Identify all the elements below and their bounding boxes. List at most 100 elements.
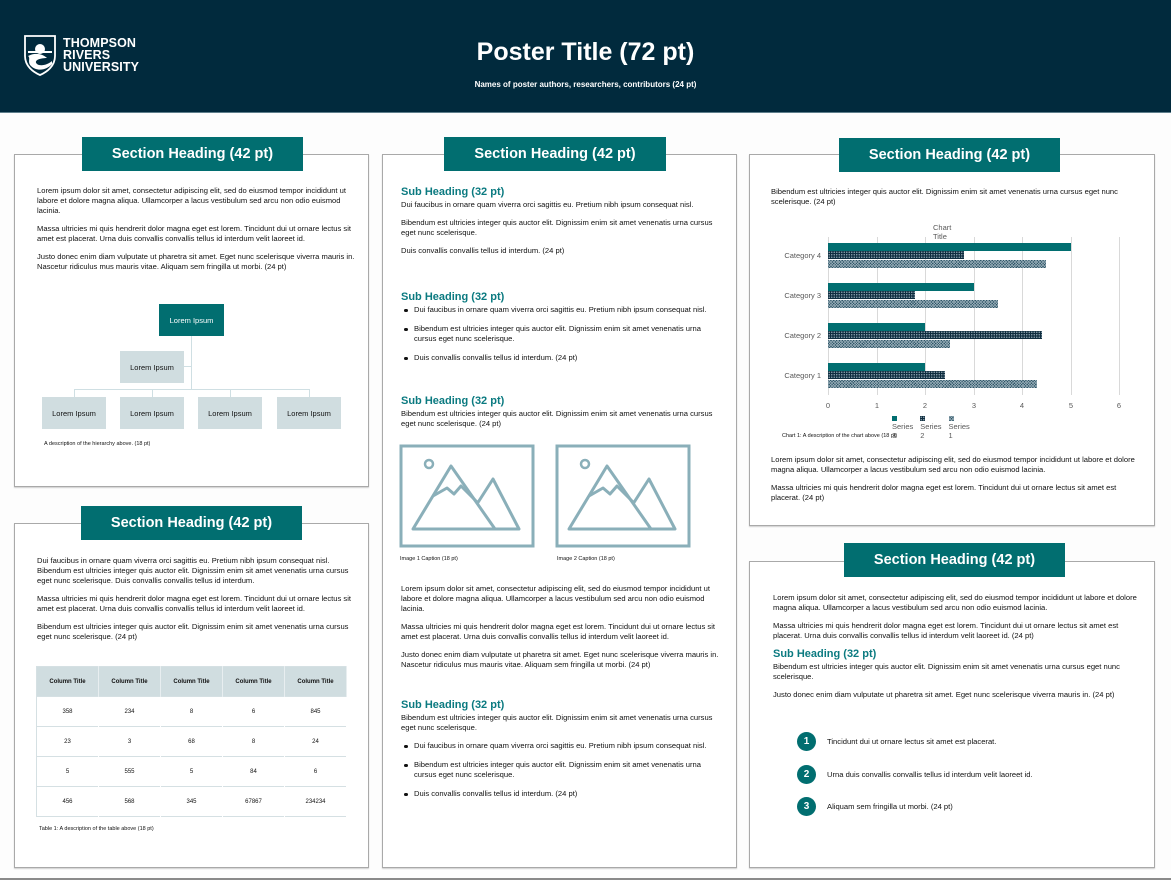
university-logo: THOMPSON RIVERS UNIVERSITY xyxy=(23,34,139,76)
x-tick: 3 xyxy=(971,401,977,410)
category-label: Category 2 xyxy=(784,331,821,340)
poster-authors: Names of poster authors, researchers, co… xyxy=(474,80,697,89)
hierarchy-node-assistant: Lorem Ipsum xyxy=(120,351,184,383)
logo-line-1: THOMPSON xyxy=(63,36,137,50)
paragraph: Massa ultricies mi quis hendrerit dolor … xyxy=(37,594,352,613)
list-item: Bibendum est ultricies integer quis auct… xyxy=(401,760,719,780)
gridline xyxy=(1119,237,1120,395)
middle-block-2: Sub Heading (32 pt) Dui faucibus in orna… xyxy=(401,292,719,372)
table-cell: 84 xyxy=(222,756,285,787)
section-body: Lorem ipsum dolor sit amet, consectetur … xyxy=(773,593,1138,708)
section-heading: Section Heading (42 pt) xyxy=(844,543,1065,577)
table-cell: 67867 xyxy=(222,786,285,817)
legend-label: Series 3 xyxy=(892,422,914,440)
poster-header: THOMPSON RIVERS UNIVERSITY Poster Title … xyxy=(0,0,1171,113)
gridline xyxy=(925,237,926,395)
paragraph: Duis convallis convallis tellus id inter… xyxy=(401,246,565,255)
gridline xyxy=(828,237,829,395)
connector-line xyxy=(152,389,153,397)
table-cell: 6 xyxy=(284,756,347,787)
list-item: Dui faucibus in ornare quam viverra orci… xyxy=(401,741,719,751)
bullet-list: Dui faucibus in ornare quam viverra orci… xyxy=(401,305,719,363)
image-caption: Image 2 Caption (18 pt) xyxy=(557,556,615,562)
x-tick: 2 xyxy=(922,401,928,410)
section-panel-right-top xyxy=(749,154,1155,526)
table-cell: 6 xyxy=(222,696,285,727)
table-cell: 358 xyxy=(36,696,99,727)
list-item: Duis convallis convallis tellus id inter… xyxy=(401,789,719,799)
middle-block-4: Lorem ipsum dolor sit amet, consectetur … xyxy=(401,584,719,678)
sub-heading: Sub Heading (32 pt) xyxy=(401,395,505,407)
x-tick: 0 xyxy=(825,401,831,410)
image-placeholder-icon xyxy=(399,444,535,548)
bar-series-1 xyxy=(828,380,1037,388)
hierarchy-caption: A description of the hierarchy above. (1… xyxy=(44,441,151,447)
paragraph: Bibendum est ultricies integer quis auct… xyxy=(401,218,713,237)
table-cell: 456 xyxy=(36,786,99,817)
numbered-item: 1 Tincidunt dui ut ornare lectus sit ame… xyxy=(797,732,996,751)
table-cell: 5 xyxy=(160,756,223,787)
image-caption: Image 1 Caption (18 pt) xyxy=(400,556,458,562)
numbered-item-text: Tincidunt dui ut ornare lectus sit amet … xyxy=(827,737,997,746)
table-cell: 234 xyxy=(98,696,161,727)
x-tick: 1 xyxy=(874,401,880,410)
numbered-item-text: Urna duis convallis convallis tellus id … xyxy=(827,770,1033,779)
category-label: Category 4 xyxy=(784,251,821,260)
connector-line xyxy=(74,389,310,390)
paragraph: Bibendum est ultricies integer quis auct… xyxy=(37,622,349,641)
section-heading: Section Heading (42 pt) xyxy=(839,138,1060,172)
section-heading: Section Heading (42 pt) xyxy=(81,506,302,540)
table-cell: 568 xyxy=(98,786,161,817)
bar-series-3 xyxy=(828,323,925,331)
category-label: Category 3 xyxy=(784,291,821,300)
x-tick: 5 xyxy=(1068,401,1074,410)
paragraph: Lorem ipsum dolor sit amet, consectetur … xyxy=(401,584,710,613)
legend-swatch xyxy=(920,415,926,421)
middle-block-1: Sub Heading (32 pt) Dui faucibus in orna… xyxy=(401,187,719,264)
paragraph: Lorem ipsum dolor sit amet, consectetur … xyxy=(773,593,1137,612)
paragraph: Massa ultricies mi quis hendrerit dolor … xyxy=(401,622,716,641)
table-cell: 555 xyxy=(98,756,161,787)
bar-series-2 xyxy=(828,251,964,259)
column-header: Column Title xyxy=(160,666,223,697)
legend-label: Series 1 xyxy=(948,422,970,440)
legend-item: Series 3 xyxy=(892,413,913,440)
table-cell: 8 xyxy=(222,726,285,757)
table-cell: 845 xyxy=(284,696,347,727)
bar-series-3 xyxy=(828,243,1071,251)
middle-block-5: Sub Heading (32 pt) Bibendum est ultrici… xyxy=(401,700,719,808)
column-header: Column Title xyxy=(222,666,285,697)
gridline xyxy=(1071,237,1072,395)
number-badge-icon: 3 xyxy=(797,797,816,816)
poster-title: Poster Title (72 pt) xyxy=(476,38,695,66)
number-badge-icon: 1 xyxy=(797,732,816,751)
paragraph: Dui faucibus in ornare quam viverra orci… xyxy=(401,200,694,209)
hierarchy-node-child: Lorem Ipsum xyxy=(120,397,184,429)
hierarchy-node-child: Lorem Ipsum xyxy=(277,397,341,429)
legend-item: Series 2 xyxy=(920,413,942,440)
logo-line-2: RIVERS xyxy=(63,48,111,62)
table-cell: 5 xyxy=(36,756,99,787)
table-cell: 8 xyxy=(160,696,223,727)
section-heading: Section Heading (42 pt) xyxy=(82,137,303,171)
table-row: 358 234 8 6 845 xyxy=(36,696,347,727)
numbered-item: 2 Urna duis convallis convallis tellus i… xyxy=(797,765,1033,784)
sub-heading: Sub Heading (32 pt) xyxy=(401,291,505,303)
section-body: Lorem ipsum dolor sit amet, consectetur … xyxy=(771,455,1136,511)
table-caption: Table 1: A description of the table abov… xyxy=(39,826,154,832)
table-cell: 68 xyxy=(160,726,223,757)
connector-line xyxy=(184,366,192,367)
connector-line xyxy=(309,389,310,397)
column-header: Column Title xyxy=(284,666,347,697)
chart-title: Chart Title xyxy=(933,223,952,241)
x-tick: 6 xyxy=(1116,401,1122,410)
section-body: Dui faucibus in ornare quam viverra orci… xyxy=(37,556,357,650)
chart-caption: Chart 1: A description of the chart abov… xyxy=(782,433,898,439)
section-body: Lorem ipsum dolor sit amet, consectetur … xyxy=(37,186,357,280)
table-cell: 23 xyxy=(36,726,99,757)
bar-series-3 xyxy=(828,363,925,371)
legend-item: Series 1 xyxy=(948,413,970,440)
tru-shield-icon xyxy=(24,35,56,76)
bar-series-2 xyxy=(828,291,915,299)
column-header: Column Title xyxy=(36,666,99,697)
